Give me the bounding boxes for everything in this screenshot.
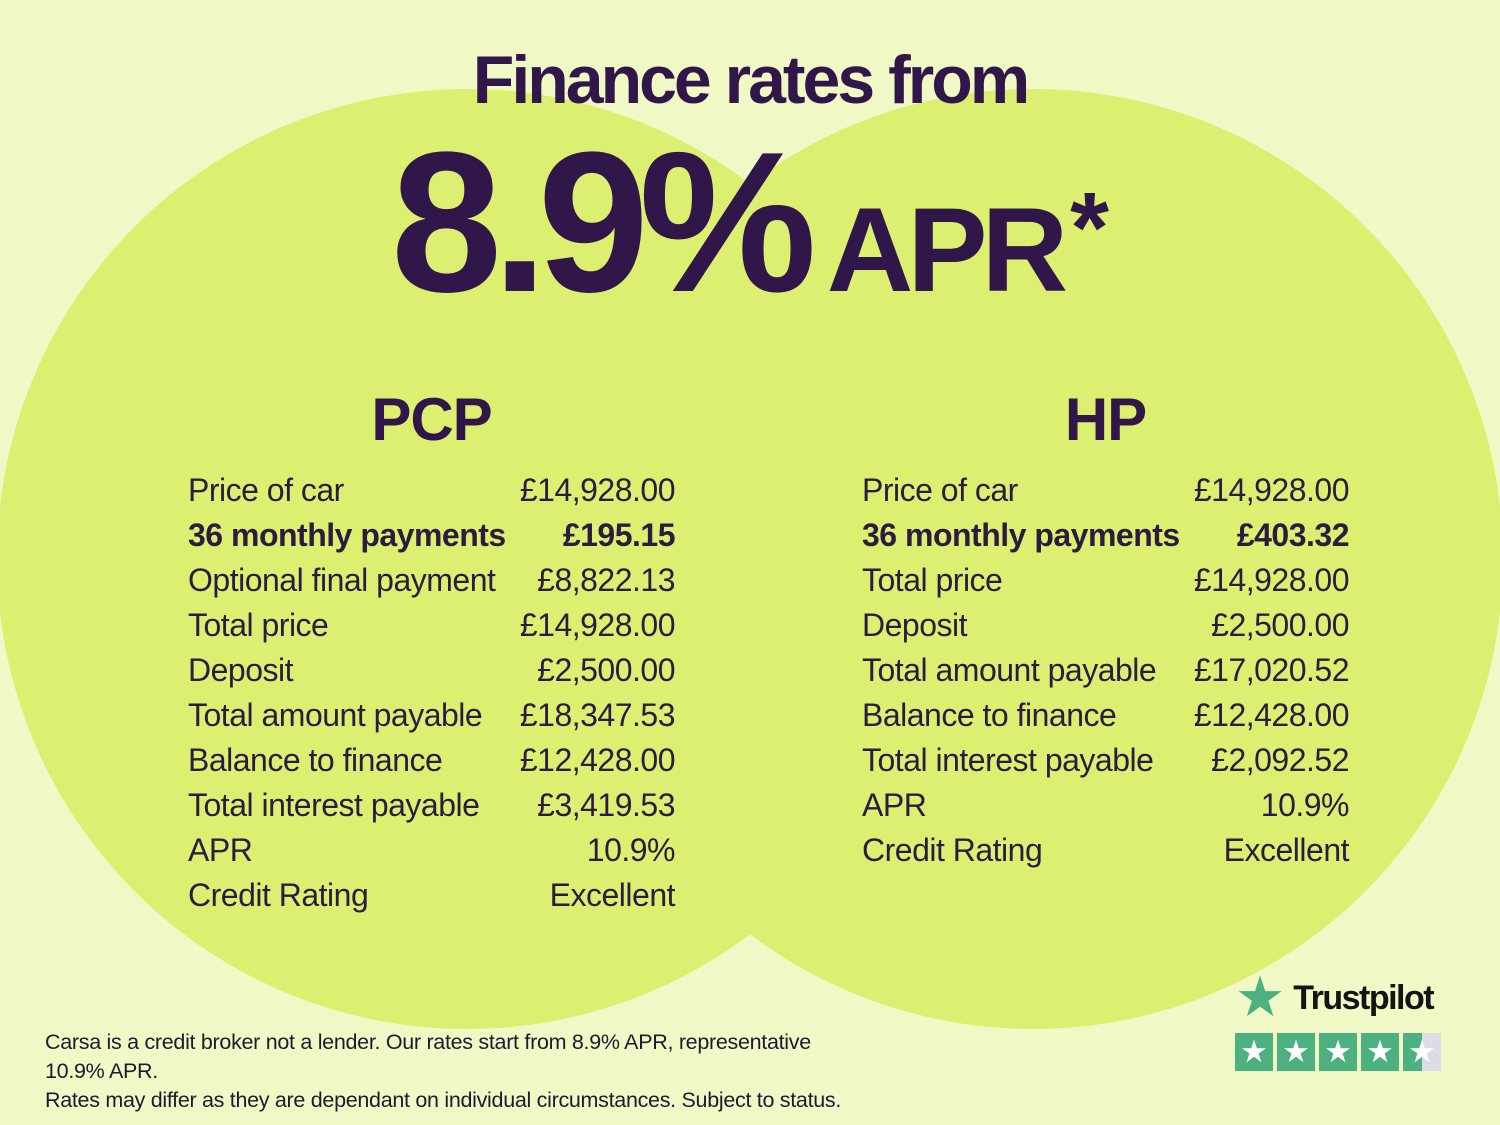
disclaimer-text: Carsa is a credit broker not a lender. O… (45, 1028, 865, 1115)
footnote-asterisk: * (1070, 172, 1110, 284)
table-row: Total price £14,928.00 (188, 603, 676, 648)
row-label: Price of car (862, 472, 1018, 508)
trustpilot-badge: ★ Trustpilot ★ ★ ★ ★ ★ (1235, 965, 1447, 1071)
star-icon: ★ (1408, 1034, 1436, 1070)
row-label: Total interest payable (862, 742, 1154, 778)
trustpilot-logo: ★ Trustpilot (1235, 965, 1447, 1030)
row-label: Price of car (188, 472, 344, 508)
table-row: Total interest payable £2,092.52 (862, 738, 1349, 783)
row-value: £195.15 (562, 517, 676, 553)
table-row: APR 10.9% (862, 783, 1350, 828)
table-row: APR 10.9% (188, 828, 676, 873)
table-row: 36 monthly payments £195.15 (188, 513, 676, 558)
disclaimer-line-2: Rates may differ as they are dependant o… (45, 1088, 842, 1112)
row-value: £17,020.52 (1193, 652, 1350, 688)
banner-title: Finance rates from (472, 42, 1030, 118)
row-value: £2,500.00 (1211, 607, 1349, 643)
row-value: £14,928.00 (1193, 562, 1350, 598)
hp-heading: HP (1064, 386, 1147, 453)
row-value: £14,928.00 (519, 472, 676, 508)
row-value: £14,928.00 (519, 607, 676, 643)
row-value: £403.32 (1236, 517, 1350, 553)
star-icon: ★ (1366, 1034, 1394, 1070)
table-row: Credit Rating Excellent (862, 828, 1350, 873)
row-value: £12,428.00 (519, 742, 676, 778)
row-label: Balance to finance (188, 742, 443, 778)
row-label: APR (188, 832, 253, 868)
row-value: £12,428.00 (1193, 697, 1350, 733)
hp-table: Price of car £14,928.00 36 monthly payme… (862, 468, 1350, 873)
table-row: Total amount payable £18,347.53 (188, 693, 676, 738)
pcp-heading: PCP (371, 386, 492, 453)
row-value: £3,419.53 (537, 787, 675, 823)
row-label: Total price (188, 607, 329, 643)
row-value: £8,822.13 (537, 562, 675, 598)
table-row: Total price £14,928.00 (862, 558, 1350, 603)
trustpilot-rating-stars: ★ ★ ★ ★ ★ (1235, 1033, 1447, 1071)
table-row: Deposit £2,500.00 (188, 648, 675, 693)
table-row: Optional final payment £8,822.13 (188, 558, 675, 603)
row-label: Credit Rating (188, 877, 369, 913)
table-row: Price of car £14,928.00 (188, 468, 676, 513)
pcp-section: PCP Price of car £14,928.00 36 monthly p… (188, 386, 676, 918)
row-label: 36 monthly payments (862, 517, 1180, 553)
table-row: 36 monthly payments £403.32 (862, 513, 1350, 558)
row-value: Excellent (1223, 832, 1350, 868)
table-row: Total amount payable £17,020.52 (862, 648, 1350, 693)
row-label: 36 monthly payments (188, 517, 506, 553)
star-icon: ★ (1240, 1034, 1268, 1070)
trustpilot-star-icon: ★ (1235, 965, 1286, 1030)
row-label: Optional final payment (188, 562, 496, 598)
hp-section: HP Price of car £14,928.00 36 monthly pa… (862, 386, 1350, 873)
row-label: Total amount payable (188, 697, 483, 733)
row-value: 10.9% (1260, 787, 1350, 823)
apr-rate: 8.9% APR * (0, 123, 1500, 323)
table-row: Balance to finance £12,428.00 (188, 738, 676, 783)
star-icon: ★ (1282, 1034, 1310, 1070)
rate-unit: APR (826, 183, 1068, 317)
row-value: £2,500.00 (537, 652, 675, 688)
row-value: 10.9% (586, 832, 676, 868)
rate-value: 8.9% (390, 111, 817, 334)
background-circle-right (563, 89, 1500, 1029)
rating-star-box: ★ (1361, 1033, 1399, 1071)
table-row: Deposit £2,500.00 (862, 603, 1349, 648)
row-value: £2,092.52 (1211, 742, 1349, 778)
rating-star-box: ★ (1319, 1033, 1357, 1071)
row-label: Credit Rating (862, 832, 1043, 868)
table-row: Total interest payable £3,419.53 (188, 783, 675, 828)
row-label: Deposit (862, 607, 968, 643)
star-icon: ★ (1324, 1034, 1352, 1070)
rating-star-box-half: ★ (1403, 1033, 1441, 1071)
row-label: Balance to finance (862, 697, 1117, 733)
row-label: Total price (862, 562, 1003, 598)
row-label: APR (862, 787, 927, 823)
trustpilot-wordmark: Trustpilot (1293, 978, 1434, 1017)
table-row: Balance to finance £12,428.00 (862, 693, 1350, 738)
table-row: Price of car £14,928.00 (862, 468, 1350, 513)
row-label: Total interest payable (188, 787, 480, 823)
disclaimer-line-1: Carsa is a credit broker not a lender. O… (45, 1030, 811, 1083)
table-row: Credit Rating Excellent (188, 873, 676, 918)
rating-star-box: ★ (1277, 1033, 1315, 1071)
pcp-table: Price of car £14,928.00 36 monthly payme… (188, 468, 676, 918)
rating-star-box: ★ (1235, 1033, 1273, 1071)
row-label: Deposit (188, 652, 294, 688)
row-value: £18,347.53 (519, 697, 676, 733)
row-value: Excellent (549, 877, 676, 913)
row-value: £14,928.00 (1193, 472, 1350, 508)
row-label: Total amount payable (862, 652, 1157, 688)
